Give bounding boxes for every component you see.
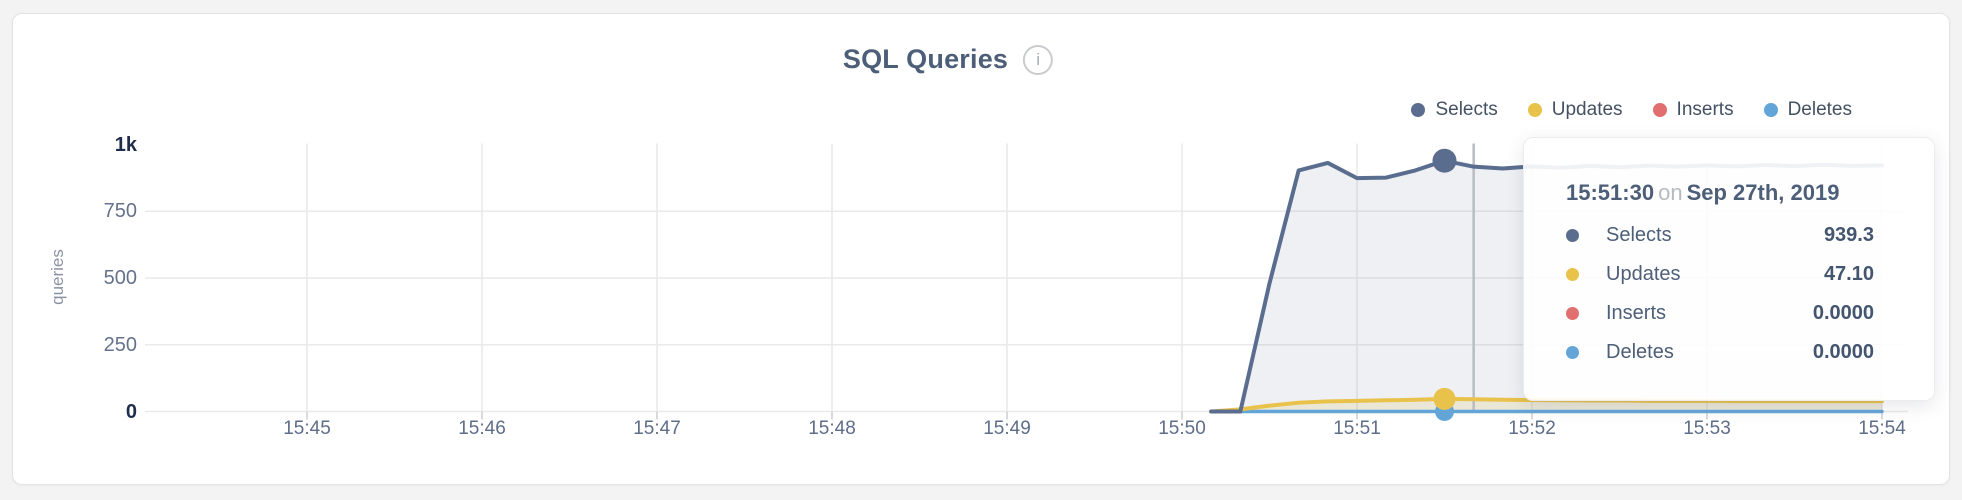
- x-tick-label: 15:51: [1333, 418, 1381, 439]
- legend-label: Updates: [1551, 99, 1623, 120]
- x-tick-label: 15:45: [283, 418, 331, 439]
- x-tick-label: 15:49: [983, 418, 1031, 439]
- series-marker-selects[interactable]: [1432, 148, 1457, 173]
- legend-dot-inserts: [1652, 103, 1667, 117]
- x-tick-label: 15:53: [1683, 418, 1731, 439]
- legend-dot-deletes: [1763, 103, 1778, 117]
- legend-item-selects[interactable]: Selects: [1411, 99, 1498, 121]
- tooltip-row-value: 939.3: [1823, 224, 1874, 246]
- legend-item-deletes[interactable]: Deletes: [1763, 99, 1852, 121]
- tooltip-row-value: 0.0000: [1812, 302, 1874, 324]
- y-tick-label: 250: [103, 333, 137, 356]
- y-tick-label: 0: [125, 400, 137, 423]
- tooltip-date: Sep 27th, 2019: [1686, 180, 1840, 205]
- tooltip-row-selects: Selects 939.3: [1566, 216, 1874, 255]
- legend-dot-updates: [1527, 103, 1542, 117]
- x-tick-label: 15:52: [1508, 418, 1556, 439]
- legend: Selects Updates Inserts Deletes: [1411, 96, 1852, 124]
- tooltip-row-name: Updates: [1606, 263, 1681, 285]
- tooltip-row-inserts: Inserts 0.0000: [1566, 294, 1874, 333]
- tooltip-row-name: Deletes: [1606, 341, 1674, 363]
- tooltip-header: 15:51:30 on Sep 27th, 2019: [1566, 178, 1874, 208]
- y-tick-label: 750: [103, 200, 137, 223]
- tooltip-row-dot: [1566, 268, 1579, 281]
- x-tick-label: 15:47: [633, 418, 681, 439]
- tooltip-conjunction: on: [1658, 180, 1683, 205]
- hover-tooltip: 15:51:30 on Sep 27th, 2019 Selects 939.3 Upd…: [1523, 137, 1935, 401]
- legend-item-updates[interactable]: Updates: [1527, 99, 1623, 121]
- legend-label: Deletes: [1787, 99, 1852, 120]
- tooltip-row-dot: [1566, 307, 1579, 320]
- legend-item-inserts[interactable]: Inserts: [1652, 99, 1734, 121]
- legend-label: Inserts: [1676, 99, 1734, 120]
- y-tick-label: 1k: [114, 133, 137, 156]
- tooltip-row-updates: Updates 47.10: [1566, 255, 1874, 294]
- tooltip-row-value: 47.10: [1823, 263, 1874, 285]
- tooltip-row-deletes: Deletes 0.0000: [1566, 333, 1874, 372]
- info-icon[interactable]: i: [1023, 44, 1054, 75]
- legend-label: Selects: [1435, 99, 1498, 120]
- chart-title: SQL Queries: [842, 44, 1009, 74]
- y-tick-label: 500: [103, 267, 137, 289]
- x-tick-label: 15:48: [808, 418, 856, 439]
- x-tick-label: 15:54: [1858, 418, 1906, 439]
- series-marker-updates[interactable]: [1433, 387, 1456, 410]
- tooltip-time: 15:51:30: [1566, 180, 1655, 205]
- tooltip-row-value: 0.0000: [1812, 341, 1874, 363]
- x-tick-label: 15:50: [1158, 418, 1206, 439]
- tooltip-rows: Selects 939.3 Updates 47.10 Inserts 0.0000 Del…: [1566, 216, 1874, 372]
- legend-dot-selects: [1411, 103, 1426, 117]
- tooltip-row-name: Inserts: [1606, 302, 1667, 324]
- x-tick-label: 15:46: [458, 418, 506, 439]
- tooltip-row-dot: [1566, 229, 1579, 242]
- chart-header: SQL Queries i: [842, 44, 1054, 75]
- tooltip-row-name: Selects: [1606, 224, 1672, 246]
- info-icon-glyph: i: [1036, 49, 1041, 69]
- tooltip-row-dot: [1566, 346, 1579, 359]
